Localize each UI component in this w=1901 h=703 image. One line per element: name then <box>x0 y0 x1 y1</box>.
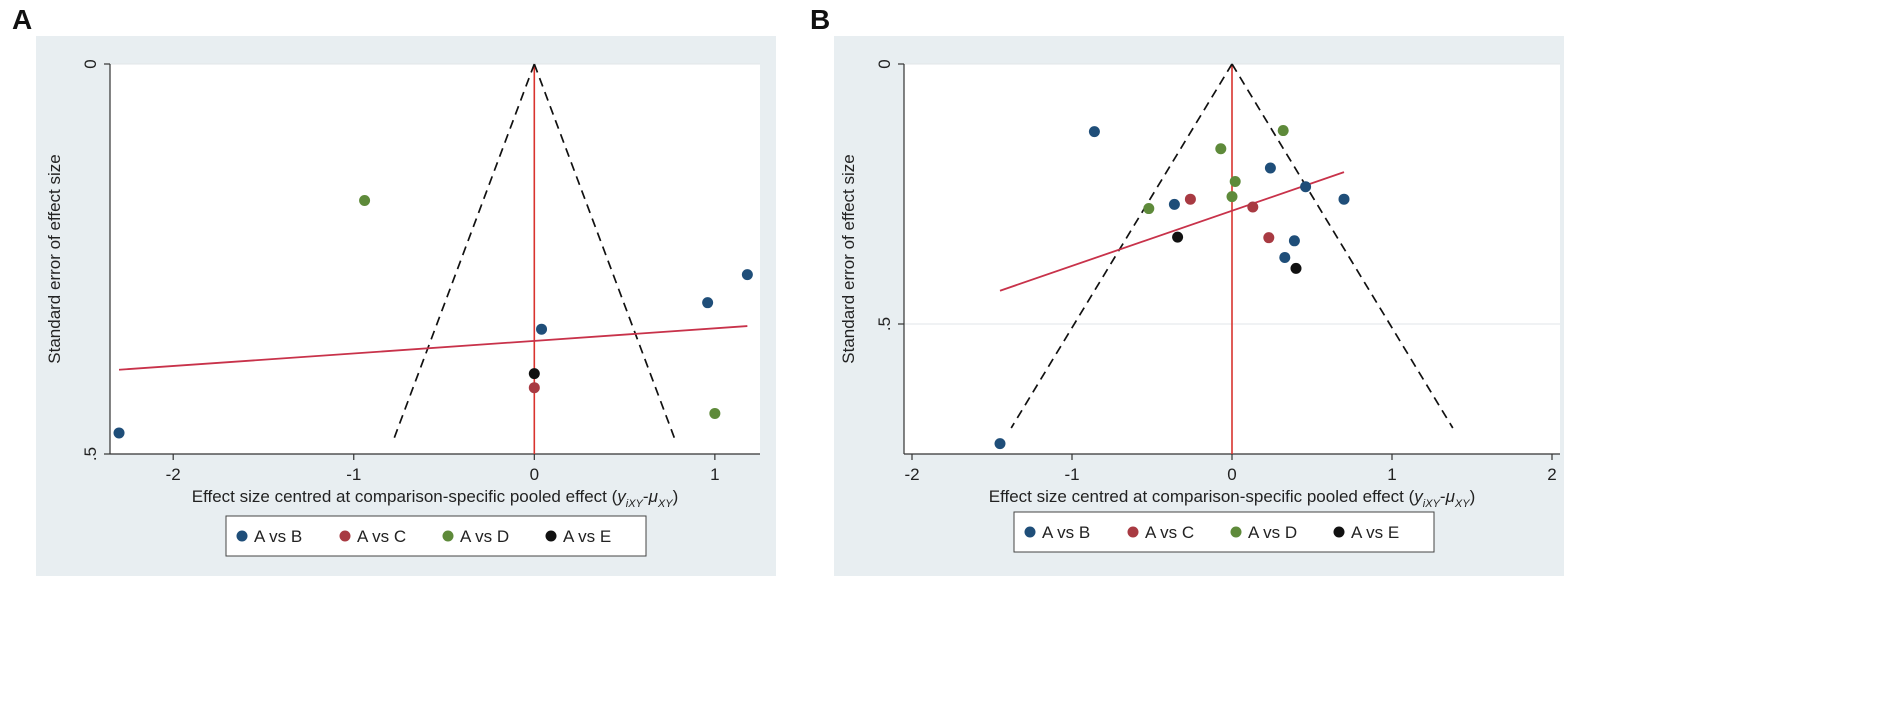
data-point <box>1279 251 1291 263</box>
data-point <box>709 407 721 419</box>
data-point <box>1088 126 1100 138</box>
x-axis-label-part: XY <box>1454 498 1470 510</box>
legend-label: A vs B <box>254 527 302 546</box>
x-axis-label: Effect size centred at comparison-specif… <box>192 487 679 510</box>
plot-area <box>110 64 760 454</box>
legend-box <box>1013 511 1435 553</box>
legend-marker <box>1333 526 1345 538</box>
funnel-left-line <box>1010 63 1233 429</box>
x-tick-label: -1 <box>346 465 361 484</box>
legend-label: A vs E <box>563 527 611 546</box>
legend-marker <box>1024 526 1036 538</box>
data-point <box>1226 191 1238 203</box>
x-tick-label: 2 <box>1547 465 1556 484</box>
x-axis-label-part: μ <box>648 487 659 506</box>
x-tick-label: -1 <box>1064 465 1079 484</box>
y-tick-label: 0 <box>875 59 894 68</box>
panel-label-a: A <box>12 4 33 35</box>
funnel-right-line <box>533 63 676 441</box>
data-point <box>1215 143 1227 155</box>
data-point <box>1184 193 1196 205</box>
data-point <box>1229 176 1241 188</box>
x-tick-label: 1 <box>1387 465 1396 484</box>
data-point <box>1172 231 1184 243</box>
legend-marker <box>1230 526 1242 538</box>
x-axis-label-part: iXY <box>1423 498 1441 510</box>
y-axis-label: Standard error of effect size <box>839 154 858 363</box>
data-point <box>536 323 548 335</box>
x-axis-label-part: ) <box>673 487 679 506</box>
legend-label: A vs D <box>1248 523 1297 542</box>
data-point <box>1288 235 1300 247</box>
data-point <box>1277 125 1289 137</box>
data-point <box>113 427 125 439</box>
data-point <box>528 368 540 380</box>
legend-marker <box>339 530 351 542</box>
x-tick-label: -2 <box>904 465 919 484</box>
legend-marker <box>236 530 248 542</box>
y-tick-label: .5 <box>81 447 100 461</box>
legend-box <box>225 515 647 557</box>
x-tick-label: -2 <box>166 465 181 484</box>
data-point <box>1338 193 1350 205</box>
funnel-right-line <box>1231 63 1454 429</box>
data-point <box>1263 232 1275 244</box>
x-axis-label-part: y <box>1413 487 1424 506</box>
legend-label: A vs C <box>1145 523 1194 542</box>
regression-line <box>118 325 748 371</box>
x-axis-label-part: ) <box>1470 487 1476 506</box>
funnel-left-line <box>392 63 536 441</box>
data-point <box>741 269 753 281</box>
x-axis-label-part: Effect size centred at comparison-specif… <box>192 487 618 506</box>
x-axis-label-part: - <box>643 487 649 506</box>
panel-label-b: B <box>810 4 831 35</box>
legend-marker <box>1127 526 1139 538</box>
legend-marker <box>442 530 454 542</box>
regression-line <box>999 171 1345 292</box>
data-point <box>1264 162 1276 174</box>
funnel-plot-b: -2 -1 0 1 2 0 .5 Effect size centred at compari… <box>834 36 1564 576</box>
x-axis-label-part: y <box>616 487 627 506</box>
funnel-plot-a: -2 -1 0 1 0 .5 Effect size centred at comparis… <box>36 36 776 576</box>
data-point <box>359 195 371 206</box>
x-tick-label: 1 <box>710 465 719 484</box>
data-point <box>1168 198 1180 210</box>
y-tick-label: 0 <box>81 59 100 68</box>
legend-marker <box>545 530 557 542</box>
y-axis-label: Standard error of effect size <box>45 154 64 363</box>
data-point <box>1300 181 1312 193</box>
legend-label: A vs E <box>1351 523 1399 542</box>
data-point <box>528 382 540 394</box>
legend-label: A vs D <box>460 527 509 546</box>
y-tick-label: .5 <box>875 317 894 331</box>
data-point <box>702 297 714 309</box>
x-axis-label-part: Effect size centred at comparison-specif… <box>989 487 1415 506</box>
x-axis-label-part: iXY <box>626 498 644 510</box>
x-axis-label: Effect size centred at comparison-specif… <box>989 487 1476 510</box>
x-axis-label-part: XY <box>657 498 673 510</box>
x-tick-label: 0 <box>530 465 539 484</box>
data-point <box>1143 203 1155 215</box>
data-point <box>1290 262 1302 274</box>
legend-label: A vs B <box>1042 523 1090 542</box>
data-point <box>994 438 1006 450</box>
data-point <box>1247 201 1259 213</box>
x-axis-label-part: - <box>1440 487 1446 506</box>
x-tick-label: 0 <box>1227 465 1236 484</box>
legend-label: A vs C <box>357 527 406 546</box>
x-axis-label-part: μ <box>1445 487 1456 506</box>
